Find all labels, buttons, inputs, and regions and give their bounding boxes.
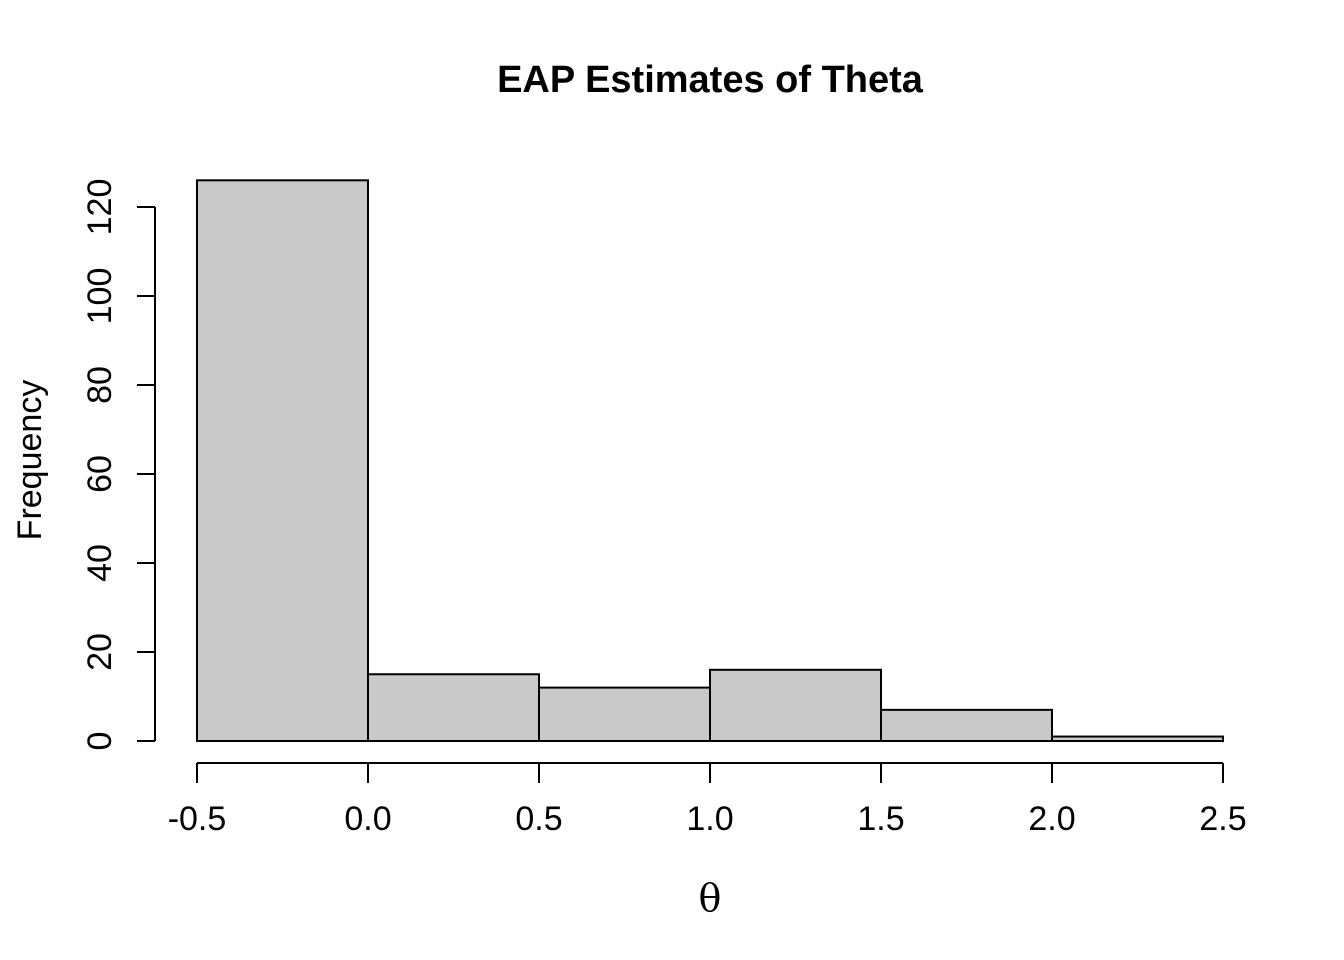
histogram-bar [1051, 735, 1224, 742]
histogram-bar [538, 686, 711, 742]
x-tick-label: 1.0 [686, 800, 733, 838]
y-axis: 0 20 40 60 80 100 120 [81, 179, 156, 751]
x-tick-label: 0.0 [344, 800, 391, 838]
x-axis-label: θ [699, 876, 722, 920]
x-axis: -0.5 0.0 0.5 1.0 1.5 2.0 2.5 [168, 762, 1247, 838]
chart-title: EAP Estimates of Theta [497, 59, 924, 101]
y-tick-label: 120 [81, 179, 119, 236]
y-tick-label: 100 [81, 268, 119, 325]
x-tick-label: -0.5 [168, 800, 227, 838]
y-axis-label: Frequency [11, 380, 49, 541]
histogram-bars [196, 179, 1224, 743]
histogram-bar [196, 179, 369, 743]
y-tick-label: 0 [81, 732, 119, 751]
y-tick-label: 40 [81, 544, 119, 582]
y-tick-label: 60 [81, 455, 119, 493]
x-tick-label: 2.0 [1028, 800, 1075, 838]
histogram-bar [709, 668, 882, 742]
y-tick-label: 80 [81, 366, 119, 404]
y-tick-label: 20 [81, 633, 119, 671]
x-tick-label: 2.5 [1199, 800, 1246, 838]
histogram-bar [880, 708, 1053, 742]
histogram-bar [367, 673, 540, 742]
x-tick-label: 1.5 [857, 800, 904, 838]
x-tick-label: 0.5 [515, 800, 562, 838]
